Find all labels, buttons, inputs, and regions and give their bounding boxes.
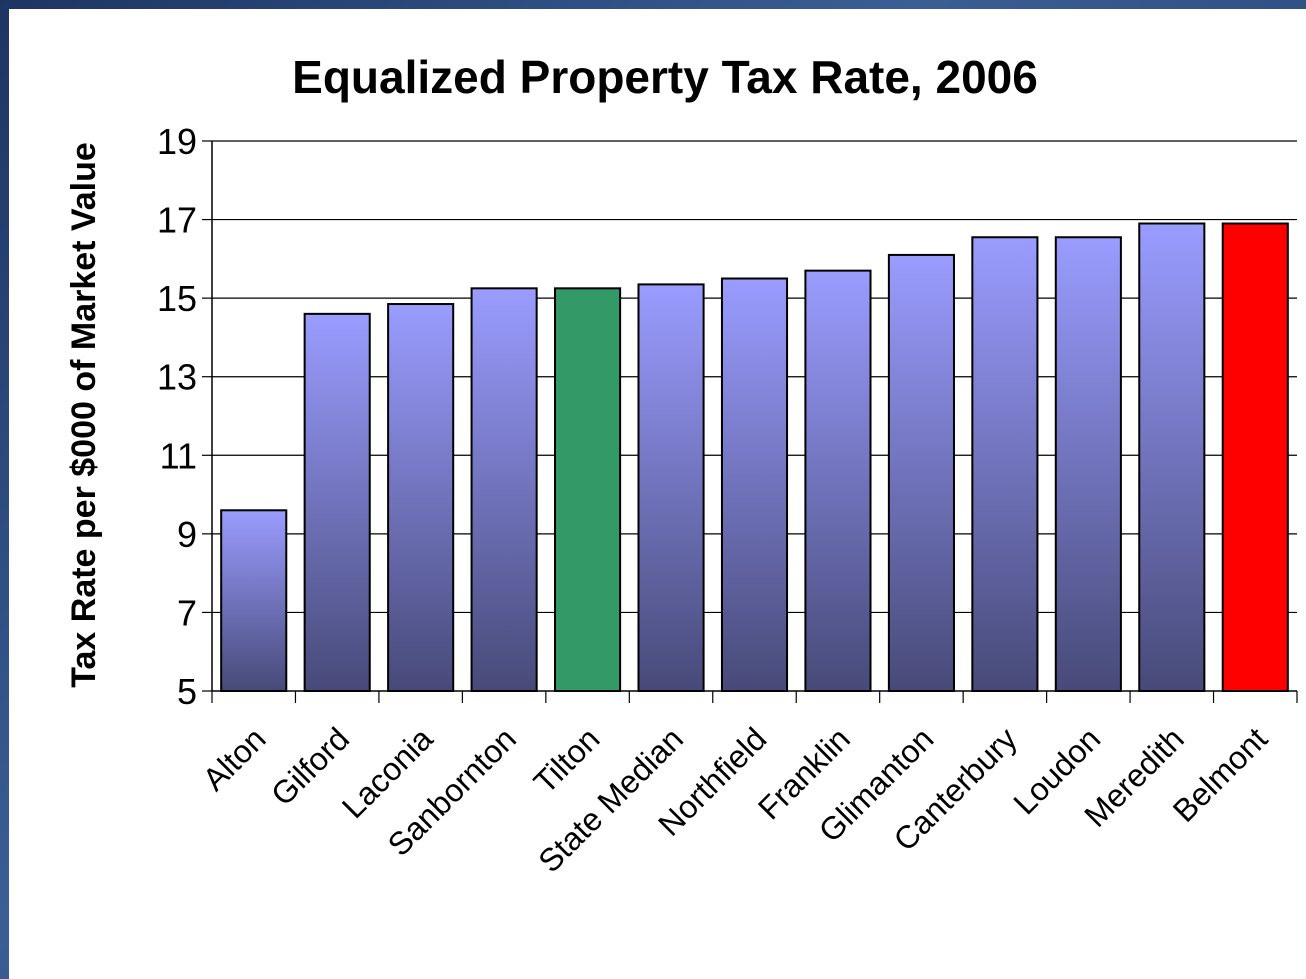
y-axis-ticks: 5 7 9 11 13 15 17 19 bbox=[157, 121, 212, 712]
bar bbox=[470, 287, 538, 692]
y-tick-label: 7 bbox=[177, 592, 197, 633]
axes bbox=[211, 141, 1297, 692]
y-tick-label: 13 bbox=[157, 357, 197, 398]
y-tick-label: 19 bbox=[157, 121, 197, 162]
y-tick-label: 15 bbox=[157, 278, 197, 319]
category-label: Belmont bbox=[1166, 720, 1275, 829]
bar bbox=[804, 269, 872, 692]
bar bbox=[1138, 222, 1206, 692]
bar bbox=[220, 509, 288, 692]
category-label: Tilton bbox=[527, 720, 607, 800]
bars bbox=[220, 222, 1289, 693]
y-axis-label: Tax Rate per $000 of Market Value bbox=[65, 142, 103, 688]
y-tick-label: 11 bbox=[160, 435, 197, 476]
bar bbox=[971, 236, 1039, 692]
bar bbox=[720, 277, 789, 692]
bar bbox=[1054, 236, 1122, 692]
x-axis-ticks bbox=[211, 691, 1298, 703]
bar bbox=[1221, 222, 1289, 692]
chart-title: Equalized Property Tax Rate, 2006 bbox=[292, 51, 1038, 103]
category-label: State Median bbox=[531, 720, 690, 879]
category-label: Alton bbox=[196, 720, 273, 797]
y-tick-label: 5 bbox=[177, 671, 197, 712]
bar bbox=[387, 303, 455, 692]
y-tick-label: 9 bbox=[177, 514, 197, 555]
bar bbox=[303, 312, 371, 692]
bar bbox=[887, 253, 955, 693]
bar bbox=[637, 283, 705, 692]
y-tick-label: 17 bbox=[157, 200, 197, 241]
bar bbox=[554, 287, 622, 692]
